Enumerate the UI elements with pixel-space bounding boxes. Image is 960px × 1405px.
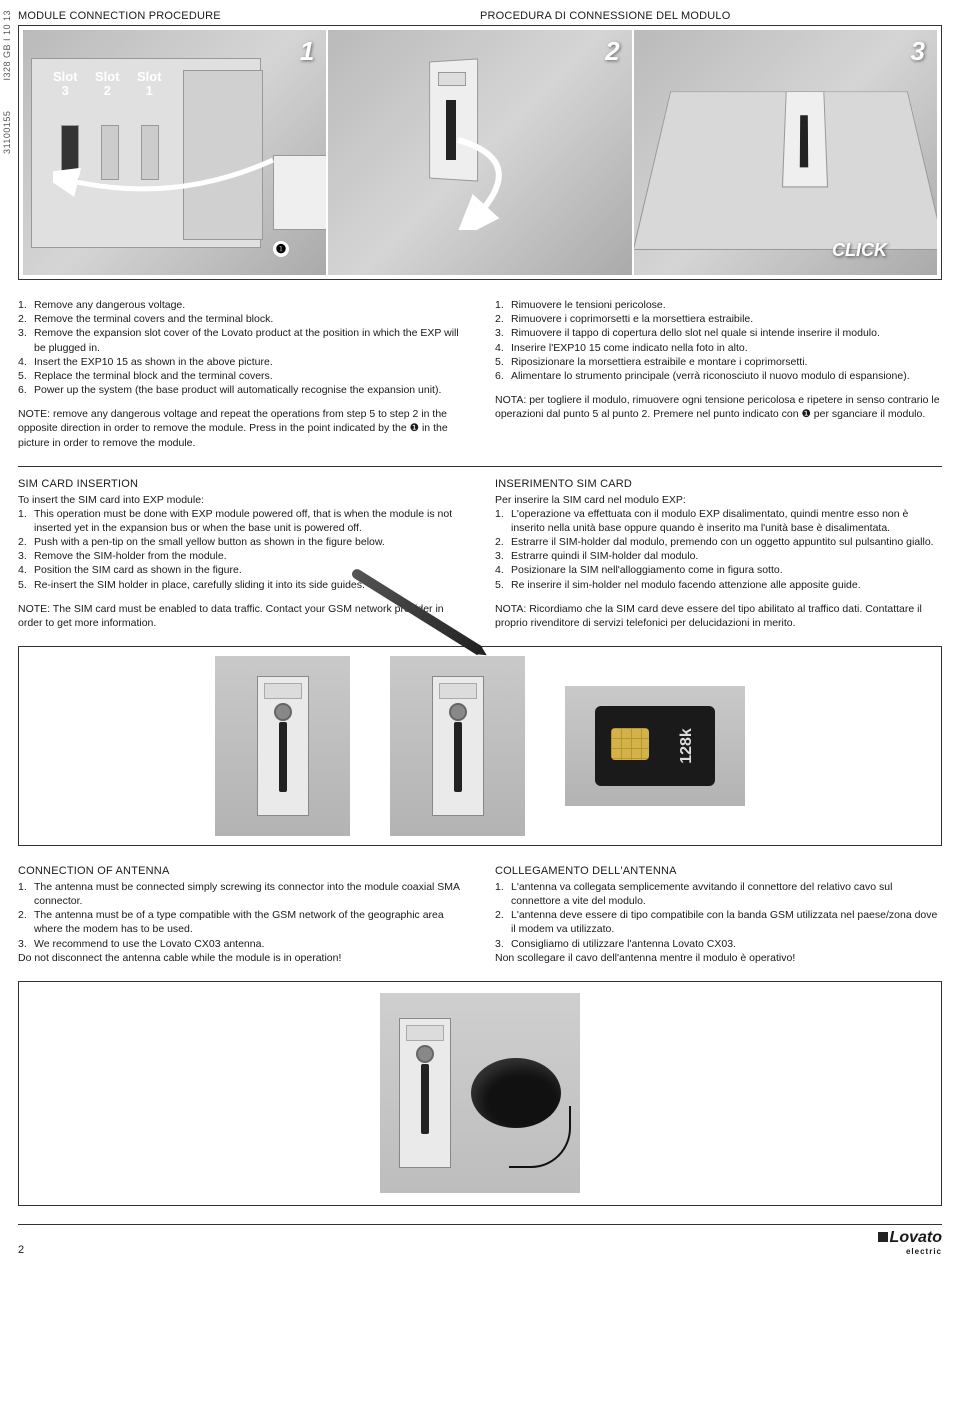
sim-it: INSERIMENTO SIM CARD Per inserire la SIM… bbox=[495, 477, 942, 630]
sim-title-it: INSERIMENTO SIM CARD bbox=[495, 477, 942, 492]
panel-number: 2 bbox=[605, 36, 619, 67]
list-item: Inserire l'EXP10 15 come indicato nella … bbox=[495, 341, 942, 355]
list-item: Replace the terminal block and the termi… bbox=[18, 369, 465, 383]
sim-image-2 bbox=[390, 656, 525, 836]
slot-2: Slot2 bbox=[95, 70, 120, 99]
list-item: Power up the system (the base product wi… bbox=[18, 383, 465, 397]
list-item: Push with a pen-tip on the small yellow … bbox=[18, 535, 465, 549]
heading-en: MODULE CONNECTION PROCEDURE bbox=[18, 10, 480, 22]
figure-triptych: 1 Slot3 Slot2 Slot1 ❶ 2 bbox=[18, 25, 942, 280]
antenna-title-it: COLLEGAMENTO DELL'ANTENNA bbox=[495, 864, 942, 879]
section-headings: MODULE CONNECTION PROCEDURE PROCEDURA DI… bbox=[18, 10, 942, 22]
note-it: NOTA: per togliere il modulo, rimuovere … bbox=[495, 393, 942, 421]
list-item: Re inserire il sim-holder nel modulo fac… bbox=[495, 578, 942, 592]
figure-antenna bbox=[18, 981, 942, 1206]
slot-3: Slot3 bbox=[53, 70, 78, 99]
list-item: Posizionare la SIM nell'alloggiamento co… bbox=[495, 563, 942, 577]
list-item: The antenna must be connected simply scr… bbox=[18, 880, 465, 908]
list-item: L'operazione va effettuata con il modulo… bbox=[495, 507, 942, 535]
list-item: Remove the terminal covers and the termi… bbox=[18, 312, 465, 326]
list-item: Rimuovere i coprimorsetti e la morsettie… bbox=[495, 312, 942, 326]
heading-it: PROCEDURA DI CONNESSIONE DEL MODULO bbox=[480, 10, 942, 22]
panel-3: 3 CLICK bbox=[634, 30, 937, 275]
antenna-warn-en: Do not disconnect the antenna cable whil… bbox=[18, 951, 465, 965]
list-item: This operation must be done with EXP mod… bbox=[18, 507, 465, 535]
figure-sim: 128k bbox=[18, 646, 942, 846]
page-number: 2 bbox=[18, 1244, 24, 1256]
sim-card-label: 128k bbox=[678, 728, 696, 764]
brand-logo: Lovato electric bbox=[878, 1229, 942, 1256]
note-en: NOTE: remove any dangerous voltage and r… bbox=[18, 407, 465, 450]
sim-image-3: 128k bbox=[565, 686, 745, 806]
sim-intro-en: To insert the SIM card into EXP module: bbox=[18, 493, 465, 507]
steps-en: Remove any dangerous voltage.Remove the … bbox=[18, 298, 465, 450]
list-item: Estrarre quindi il SIM-holder dal modulo… bbox=[495, 549, 942, 563]
list-item: Estrarre il SIM-holder dal modulo, preme… bbox=[495, 535, 942, 549]
brand-sub: electric bbox=[878, 1247, 942, 1256]
sim-intro-it: Per inserire la SIM card nel modulo EXP: bbox=[495, 493, 942, 507]
list-item: Re-insert the SIM holder in place, caref… bbox=[18, 578, 465, 592]
list-item: Remove the expansion slot cover of the L… bbox=[18, 326, 465, 354]
footer: 2 Lovato electric bbox=[18, 1224, 942, 1256]
rotate-arrow-icon bbox=[438, 130, 558, 230]
code-top: 31100155 bbox=[2, 111, 12, 154]
list-item: We recommend to use the Lovato CX03 ante… bbox=[18, 937, 465, 951]
panel-number: 1 bbox=[300, 36, 314, 67]
code-bottom: I328 GB I 10 13 bbox=[2, 10, 12, 81]
antenna-en: CONNECTION OF ANTENNA The antenna must b… bbox=[18, 864, 465, 965]
sim-en: SIM CARD INSERTION To insert the SIM car… bbox=[18, 477, 465, 630]
list-item: Consigliamo di utilizzare l'antenna Lova… bbox=[495, 937, 942, 951]
antenna-icon bbox=[471, 1058, 561, 1128]
panel-number: 3 bbox=[911, 36, 925, 67]
list-item: Insert the EXP10 15 as shown in the abov… bbox=[18, 355, 465, 369]
antenna-title-en: CONNECTION OF ANTENNA bbox=[18, 864, 465, 879]
panel-1: 1 Slot3 Slot2 Slot1 ❶ bbox=[23, 30, 326, 275]
list-item: L'antenna va collegata semplicemente avv… bbox=[495, 880, 942, 908]
sim-note-it: NOTA: Ricordiamo che la SIM card deve es… bbox=[495, 602, 942, 630]
list-item: Riposizionare la morsettiera estraibile … bbox=[495, 355, 942, 369]
list-item: Rimuovere il tappo di copertura dello sl… bbox=[495, 326, 942, 340]
list-item: The antenna must be of a type compatible… bbox=[18, 908, 465, 936]
sim-image-1 bbox=[215, 656, 350, 836]
antenna-warn-it: Non scollegare il cavo dell'antenna ment… bbox=[495, 951, 942, 965]
arrow-icon bbox=[53, 150, 283, 220]
panel-2: 2 bbox=[328, 30, 631, 275]
steps-it: Rimuovere le tensioni pericolose.Rimuove… bbox=[495, 298, 942, 450]
sim-card-icon: 128k bbox=[595, 706, 715, 786]
slot-1: Slot1 bbox=[137, 70, 162, 99]
list-item: Remove any dangerous voltage. bbox=[18, 298, 465, 312]
list-item: Rimuovere le tensioni pericolose. bbox=[495, 298, 942, 312]
click-label: CLICK bbox=[832, 240, 887, 261]
antenna-it: COLLEGAMENTO DELL'ANTENNA L'antenna va c… bbox=[495, 864, 942, 965]
sim-title-en: SIM CARD INSERTION bbox=[18, 477, 465, 492]
list-item: L'antenna deve essere di tipo compatibil… bbox=[495, 908, 942, 936]
list-item: Alimentare lo strumento principale (verr… bbox=[495, 369, 942, 383]
side-code: 31100155 I328 GB I 10 13 bbox=[2, 10, 12, 154]
brand-name: Lovato bbox=[890, 1229, 942, 1246]
list-item: Remove the SIM-holder from the module. bbox=[18, 549, 465, 563]
info-marker: ❶ bbox=[273, 241, 289, 257]
list-item: Position the SIM card as shown in the fi… bbox=[18, 563, 465, 577]
